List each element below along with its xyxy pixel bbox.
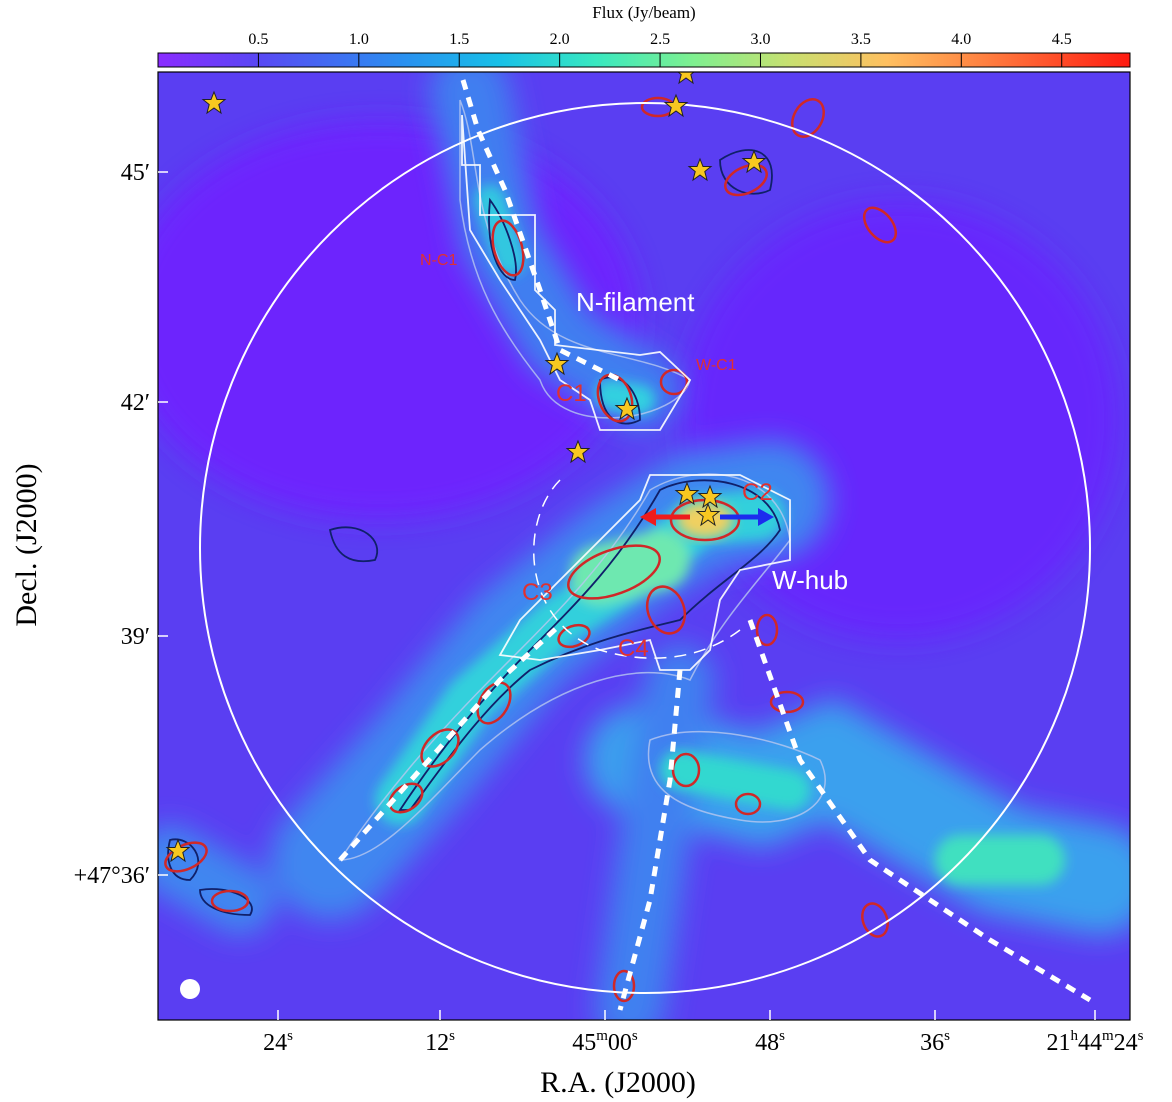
y-tick-label: 45′ — [121, 160, 150, 186]
y-axis-label: Decl. (J2000) — [10, 463, 43, 626]
annotation: N-filament — [576, 287, 695, 317]
annotation: N-C1 — [420, 252, 457, 269]
x-tick-label: 21h44m24s — [1046, 1028, 1143, 1056]
tick-label-part: 36 — [920, 1030, 944, 1056]
y-tick-label: 39′ — [121, 624, 150, 650]
x-tick-label: 45m00s — [572, 1028, 638, 1056]
flux-map — [120, 62, 1130, 1020]
annotation: C4 — [618, 635, 649, 662]
tick-label-part: 45 — [572, 1030, 596, 1056]
colorbar-tick-label: 3.5 — [851, 31, 871, 48]
tick-label-superscript: s — [1138, 1028, 1144, 1044]
colorbar — [158, 53, 1130, 67]
x-tick-label: 24s — [263, 1028, 293, 1056]
x-tick-label: 12s — [425, 1028, 455, 1056]
colorbar-tick-label: 1.0 — [349, 31, 369, 48]
x-tick-label: 48s — [755, 1028, 785, 1056]
annotation: C1 — [556, 380, 587, 407]
tick-label-part: 24 — [1114, 1030, 1138, 1056]
x-tick-label: 36s — [920, 1028, 950, 1056]
colorbar-tick-label: 1.5 — [449, 31, 469, 48]
tick-label-part: 12 — [425, 1030, 449, 1056]
colorbar-tick-label: 3.0 — [750, 31, 770, 48]
tick-label-part: 00 — [608, 1030, 632, 1056]
colorbar-tick-label: 0.5 — [248, 31, 268, 48]
colorbar-tick-label: 2.5 — [650, 31, 670, 48]
annotation: C3 — [522, 579, 553, 606]
annotation: W-hub — [772, 565, 848, 595]
tick-label-superscript: s — [779, 1028, 785, 1044]
tick-label-part: 48 — [755, 1030, 779, 1056]
tick-label-superscript: s — [632, 1028, 638, 1044]
tick-label-superscript: m — [596, 1028, 608, 1044]
tick-label-superscript: s — [287, 1028, 293, 1044]
colorbar-tick-label: 4.0 — [951, 31, 971, 48]
annotation: W-C1 — [696, 357, 737, 374]
colorbar-label: Flux (Jy/beam) — [592, 3, 695, 22]
figure: Flux (Jy/beam) R.A. (J2000) Decl. (J2000… — [0, 0, 1172, 1102]
tick-label-part: 24 — [263, 1030, 287, 1056]
y-tick-label: 42′ — [121, 390, 150, 416]
colorbar-tick-label: 2.0 — [550, 31, 570, 48]
tick-label-superscript: m — [1102, 1028, 1114, 1044]
x-axis-label: R.A. (J2000) — [540, 1066, 696, 1099]
y-tick-label: +47°36′ — [74, 863, 150, 889]
colorbar-tick-label: 4.5 — [1052, 31, 1072, 48]
tick-label-superscript: s — [449, 1028, 455, 1044]
tick-label-superscript: s — [944, 1028, 950, 1044]
annotation: C2 — [742, 479, 773, 506]
tick-label-part: 21 — [1046, 1030, 1070, 1056]
tick-label-part: 44 — [1078, 1030, 1102, 1056]
